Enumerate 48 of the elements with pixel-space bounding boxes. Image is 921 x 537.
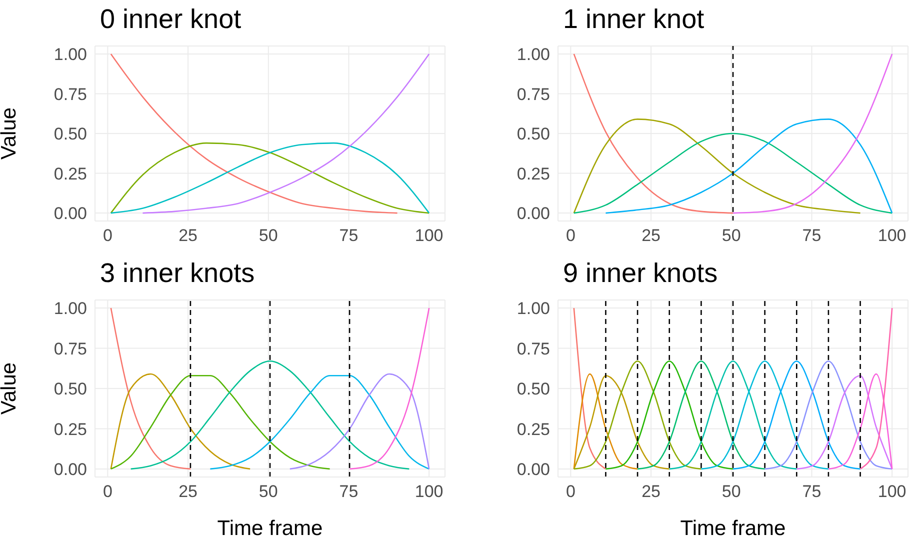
x-tick-label: 75 xyxy=(802,482,822,501)
y-tick-label: 0.00 xyxy=(54,459,87,478)
x-axis-title: Time frame xyxy=(217,516,323,537)
x-tick-label: 75 xyxy=(802,226,822,246)
y-axis-title: Value xyxy=(0,107,20,160)
x-tick-label: 100 xyxy=(414,226,444,246)
y-tick-label: 1.00 xyxy=(54,298,87,318)
y-tick-label: 1.00 xyxy=(54,44,87,64)
y-tick-label: 1.00 xyxy=(516,44,550,64)
chart-title: 9 inner knots xyxy=(562,256,719,290)
y-tick-label: 1.00 xyxy=(516,298,550,318)
y-tick-label: 0.50 xyxy=(54,379,87,398)
y-tick-label: 0.25 xyxy=(516,164,550,184)
x-tick-label: 25 xyxy=(178,226,198,246)
y-tick-label: 0.25 xyxy=(54,419,87,438)
x-tick-label: 50 xyxy=(722,482,741,501)
x-tick-label: 0 xyxy=(102,226,112,246)
y-tick-label: 0.25 xyxy=(54,164,87,184)
x-tick-label: 0 xyxy=(102,482,112,501)
y-tick-label: 0.00 xyxy=(54,204,87,224)
x-tick-label: 0 xyxy=(566,482,576,501)
x-axis-title: Time frame xyxy=(680,516,786,537)
x-tick-label: 50 xyxy=(258,226,278,246)
y-tick-label: 0.50 xyxy=(54,124,87,144)
x-tick-label: 50 xyxy=(722,226,741,246)
x-tick-label: 75 xyxy=(339,482,358,501)
chart-title: 1 inner knot xyxy=(562,3,706,36)
y-tick-label: 0.25 xyxy=(516,419,550,438)
x-tick-label: 100 xyxy=(878,226,906,246)
y-tick-label: 0.75 xyxy=(516,338,550,358)
y-tick-label: 0.75 xyxy=(54,338,87,358)
chart-title: 0 inner knot xyxy=(99,3,242,36)
y-tick-label: 0.50 xyxy=(516,379,550,398)
x-tick-label: 25 xyxy=(642,482,661,501)
x-tick-label: 25 xyxy=(178,482,198,501)
x-tick-label: 100 xyxy=(878,482,906,501)
x-tick-label: 100 xyxy=(414,482,444,501)
y-axis-title: Value xyxy=(0,362,20,414)
y-tick-label: 0.00 xyxy=(516,204,550,224)
x-tick-label: 0 xyxy=(566,226,576,246)
y-tick-label: 0.00 xyxy=(516,459,550,478)
y-tick-label: 0.50 xyxy=(516,124,550,144)
x-tick-label: 50 xyxy=(258,482,278,501)
y-tick-label: 0.75 xyxy=(54,84,87,104)
x-tick-label: 75 xyxy=(339,226,358,246)
x-tick-label: 25 xyxy=(642,226,661,246)
chart-title: 3 inner knots xyxy=(99,256,256,290)
y-tick-label: 0.75 xyxy=(516,84,550,104)
